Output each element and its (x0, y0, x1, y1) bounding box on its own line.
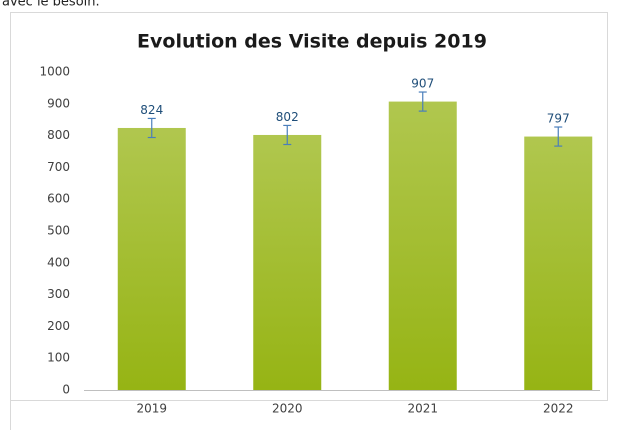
y-tick-label: 600 (47, 192, 70, 206)
data-label: 824 (140, 103, 163, 117)
x-tick-label: 2021 (407, 402, 438, 416)
y-tick-label: 700 (47, 160, 70, 174)
y-tick-label: 500 (47, 224, 70, 238)
y-tick-label: 200 (47, 319, 70, 333)
y-tick-label: 100 (47, 351, 70, 365)
y-tick-label: 800 (47, 128, 70, 142)
chart-frame (10, 12, 608, 401)
chart-title: Evolution des Visite depuis 2019 (137, 31, 487, 53)
y-tick-label: 0 (62, 383, 70, 397)
bar (117, 127, 186, 390)
bar (253, 134, 322, 390)
x-tick-label: 2022 (543, 402, 574, 416)
y-tick-label: 900 (47, 96, 70, 110)
intro-text: avec le besoin. (2, 0, 100, 10)
y-tick-label: 1000 (39, 65, 70, 79)
x-tick-label: 2019 (136, 402, 167, 416)
bar (524, 136, 593, 390)
x-tick-label: 2020 (272, 402, 303, 416)
data-label: 907 (411, 77, 434, 91)
bar (388, 101, 457, 390)
data-label: 797 (547, 112, 570, 126)
y-tick-label: 400 (47, 255, 70, 269)
y-tick-label: 300 (47, 287, 70, 301)
data-label: 802 (276, 110, 299, 124)
